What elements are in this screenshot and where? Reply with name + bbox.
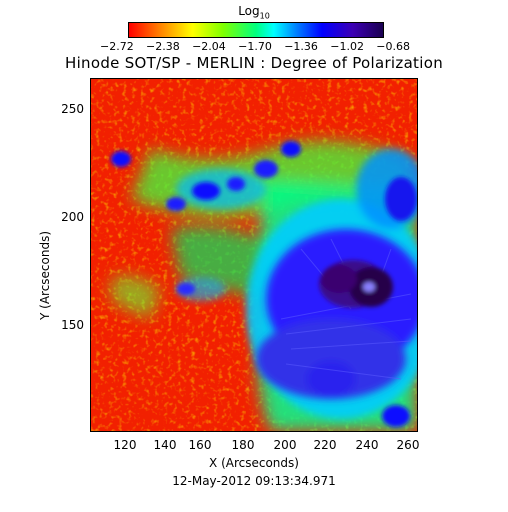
y-axis-label: Y (Arcseconds) <box>38 230 52 320</box>
y-tick-label: 150 <box>61 318 84 332</box>
polarization-map <box>90 78 418 432</box>
timestamp: 12-May-2012 09:13:34.971 <box>172 474 336 488</box>
sunspot-umbra <box>319 260 393 308</box>
y-tick-label: 250 <box>61 102 84 116</box>
colorbar <box>128 22 384 38</box>
colorbar-tick: −1.36 <box>284 40 318 53</box>
x-tick-label: 220 <box>313 438 337 452</box>
colorbar-title: Log10 <box>238 4 270 21</box>
x-tick-label: 200 <box>273 438 297 452</box>
x-tick-label: 260 <box>396 438 420 452</box>
x-tick-label: 180 <box>231 438 255 452</box>
colorbar-tick: −1.70 <box>238 40 272 53</box>
x-tick-label: 160 <box>188 438 212 452</box>
colorbar-tick: −0.68 <box>376 40 410 53</box>
colorbar-ticks: −2.72 −2.38 −2.04 −1.70 −1.36 −1.02 −0.6… <box>100 40 410 53</box>
x-axis-label: X (Arcseconds) <box>209 456 299 470</box>
plot-title: Hinode SOT/SP - MERLIN : Degree of Polar… <box>64 54 443 72</box>
colorbar-tick: −2.38 <box>146 40 180 53</box>
x-tick-label: 120 <box>113 438 137 452</box>
x-tick-label: 240 <box>355 438 379 452</box>
x-tick-label: 140 <box>153 438 177 452</box>
blue-pores <box>111 141 417 427</box>
colorbar-tick: −2.72 <box>100 40 134 53</box>
y-tick-label: 200 <box>61 210 84 224</box>
colorbar-tick: −2.04 <box>192 40 226 53</box>
colorbar-tick: −1.02 <box>330 40 364 53</box>
